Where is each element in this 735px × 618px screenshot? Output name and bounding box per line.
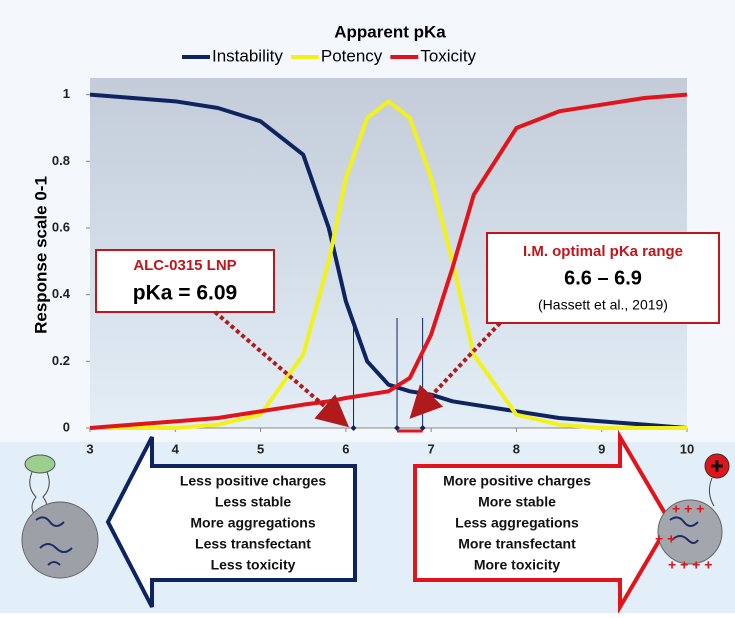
arrow-text: Less positive charges (180, 473, 327, 489)
y-tick-label: 1 (63, 86, 70, 101)
x-tick-label: 10 (680, 441, 694, 456)
x-tick-label: 4 (172, 441, 180, 456)
arrow-text: Less stable (215, 494, 291, 510)
arrow-text: Less aggregations (455, 515, 579, 531)
y-tick-label: 0.4 (52, 286, 71, 301)
y-tick-label: 0 (63, 419, 70, 434)
arrow-text: More transfectant (458, 536, 576, 552)
chart-title: Apparent pKa (334, 22, 446, 41)
arrow-text: More aggregations (190, 515, 315, 531)
y-tick-label: 0.8 (52, 153, 70, 168)
arrow-text: More toxicity (474, 557, 561, 573)
x-tick-label: 5 (257, 441, 264, 456)
y-axis-label: Response scale 0-1 (31, 176, 50, 334)
annotation-title: ALC-0315 LNP (133, 257, 236, 274)
x-tick-label: 7 (428, 441, 435, 456)
arrow-text: More stable (478, 494, 556, 510)
legend-label: Toxicity (420, 46, 476, 65)
chart: Apparent pKa Response scale 0-1 0 0.2 0.4 0… (0, 0, 735, 613)
annotation-title: I.M. optimal pKa range (523, 243, 683, 260)
y-tick-label: 0.2 (52, 353, 70, 368)
y-tick-label: 0.6 (52, 219, 70, 234)
svg-text:+ +: + + (655, 531, 675, 547)
annotation-citation: (Hassett et al., 2019) (538, 297, 668, 313)
annotation-value: pKa = 6.09 (133, 282, 237, 305)
arrow-text: Less toxicity (211, 557, 296, 573)
x-tick-label: 8 (513, 441, 520, 456)
legend-label: Instability (212, 46, 283, 65)
x-tick-label: 6 (342, 441, 349, 456)
legend-label: Potency (321, 46, 383, 65)
x-tick-label: 3 (86, 441, 93, 456)
annotation-value: 6.6 – 6.9 (564, 267, 642, 289)
arrow-text: Less transfectant (195, 536, 311, 552)
svg-text:+ + +: + + + (672, 501, 704, 517)
x-tick-label: 9 (598, 441, 605, 456)
arrow-text: More positive charges (443, 473, 591, 489)
svg-text:+ + + +: + + + + (668, 557, 712, 573)
